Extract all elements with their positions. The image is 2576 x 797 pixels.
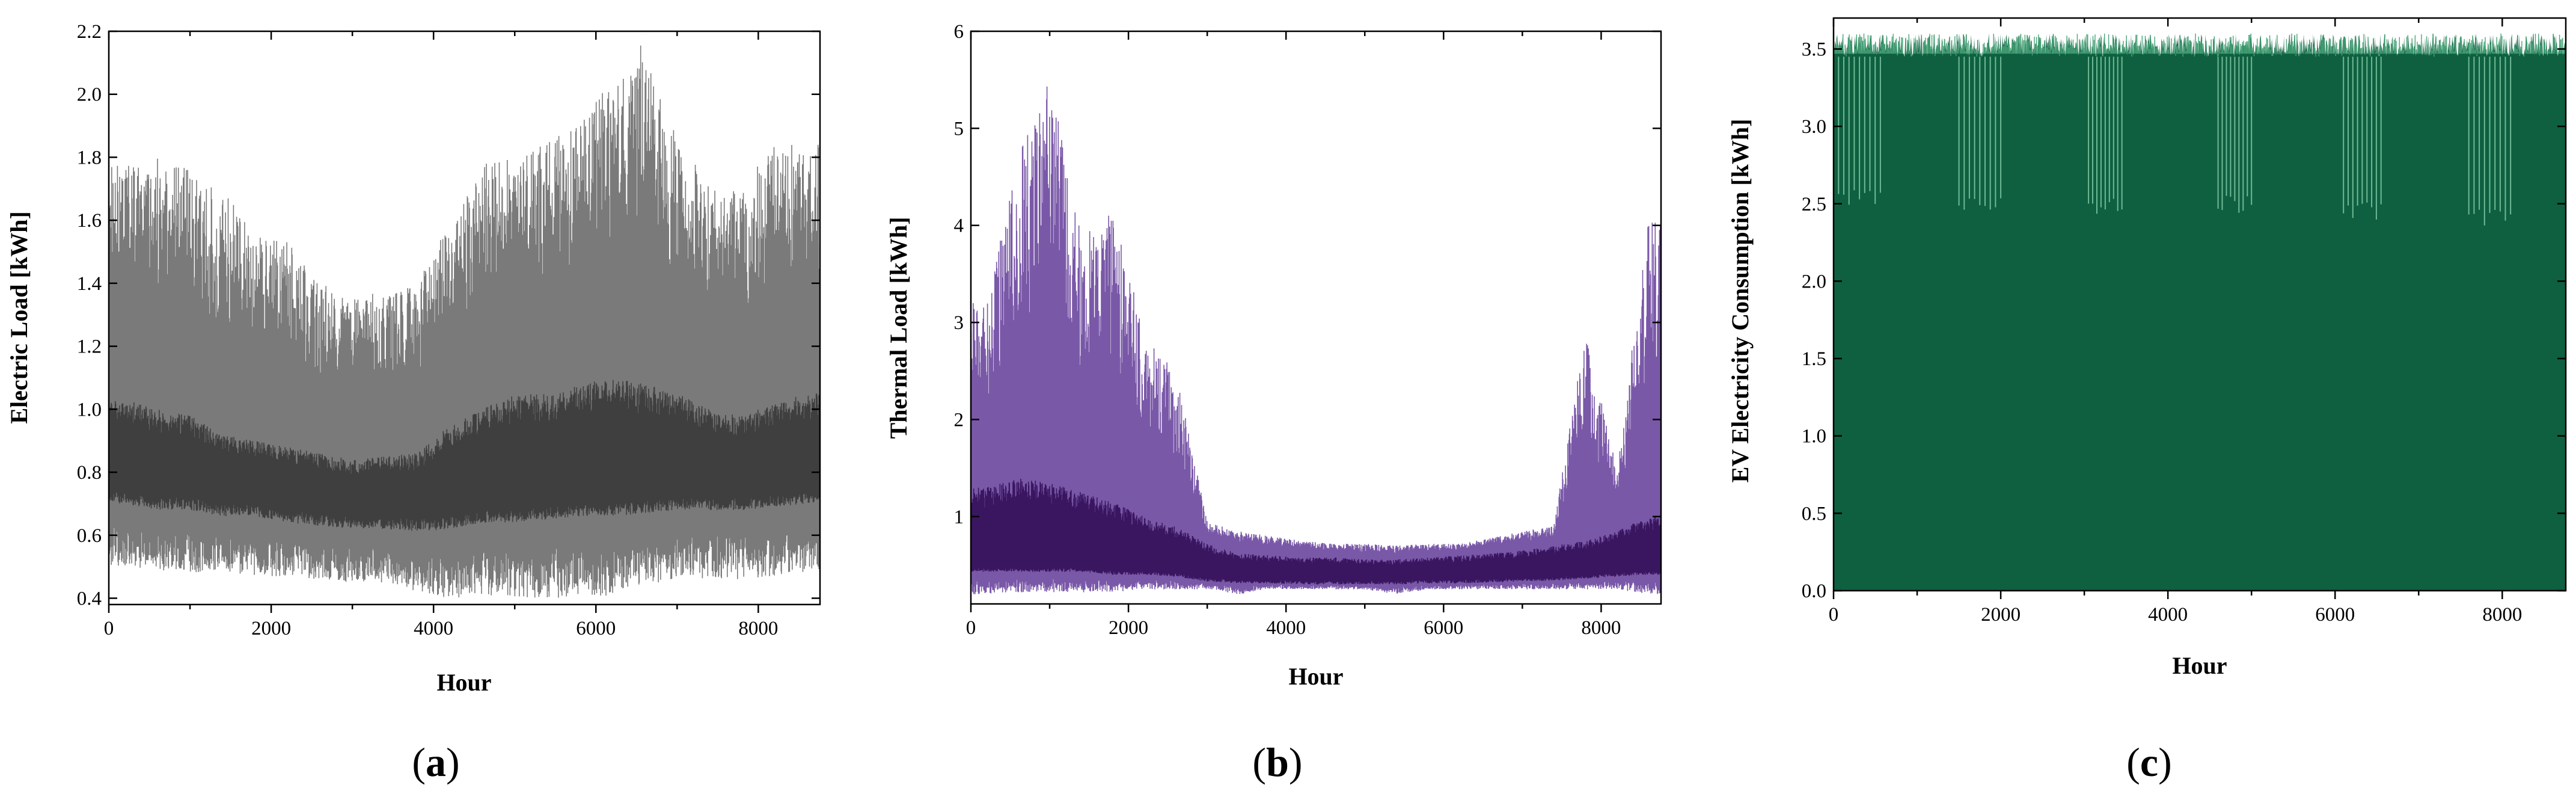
y-tick-label: 0.5 bbox=[1802, 503, 1826, 525]
x-tick-label: 2000 bbox=[1981, 604, 2021, 626]
ev-consumption-series bbox=[1834, 33, 2566, 591]
panel-label-a: (a) bbox=[412, 739, 459, 785]
panel-label-letter: b bbox=[1266, 739, 1289, 785]
plot-frame bbox=[970, 30, 1662, 605]
panel-label-close: ) bbox=[1289, 739, 1303, 785]
x-axis-title: Hour bbox=[2172, 652, 2227, 679]
y-tick-label: 2.0 bbox=[77, 84, 102, 106]
y-tick-label: 2.0 bbox=[1802, 271, 1826, 292]
panel-label-close: ) bbox=[2158, 739, 2172, 785]
panel-label-open: ( bbox=[2126, 739, 2140, 785]
plot-frame bbox=[108, 30, 821, 606]
y-axis-title: Thermal Load [kWh] bbox=[885, 217, 912, 439]
ev-consumption-fill bbox=[1834, 33, 2566, 591]
y-tick-label: 1.5 bbox=[1802, 348, 1826, 370]
y-axis-title: Electric Load [kWh] bbox=[5, 211, 32, 423]
y-tick-label: 0.6 bbox=[77, 525, 102, 547]
ev-low-consumption-period bbox=[2343, 57, 2382, 220]
chart-electric-load: 0.4 0.6 0.8 1.0 1.2 1.4 1.6 1.8 2.0 2.2 0 2000 4000… bbox=[5, 21, 821, 785]
y-tick-label: 0.0 bbox=[1802, 580, 1826, 602]
y-tick-label: 3.0 bbox=[1802, 116, 1826, 138]
panel-label-c: (c) bbox=[2126, 739, 2172, 785]
x-tick-label: 0 bbox=[104, 618, 114, 639]
x-tick-label: 8000 bbox=[2482, 604, 2522, 626]
y-tick-label: 5 bbox=[954, 118, 964, 140]
x-tick-label: 0 bbox=[966, 617, 976, 639]
panel-label-letter: a bbox=[426, 739, 446, 785]
panel-label-letter: c bbox=[2140, 739, 2158, 785]
x-axis-title: Hour bbox=[1288, 663, 1343, 690]
y-tick-label: 0.8 bbox=[77, 462, 102, 484]
ev-low-consumption-period bbox=[2468, 57, 2512, 226]
panel-label-b: (b) bbox=[1252, 739, 1302, 785]
ev-low-consumption-period bbox=[1838, 57, 1881, 205]
y-tick-label: 3 bbox=[954, 312, 964, 334]
ev-low-consumption-period bbox=[2088, 57, 2123, 214]
ev-consumption-top-jitter bbox=[1834, 33, 2566, 57]
y-axis-title: EV Electricity Consumption [kWh] bbox=[1727, 119, 1754, 483]
y-tick-label: 3.5 bbox=[1802, 38, 1826, 60]
x-axis-ticks: 0 2000 4000 6000 8000 bbox=[1829, 18, 2522, 626]
y-tick-label: 1.0 bbox=[1802, 426, 1826, 448]
y-tick-label: 2.2 bbox=[77, 21, 102, 43]
x-tick-label: 0 bbox=[1829, 604, 1839, 626]
panel-label-close: ) bbox=[446, 739, 460, 785]
x-tick-label: 2000 bbox=[1109, 617, 1148, 639]
y-axis-ticks: 0.4 0.6 0.8 1.0 1.2 1.4 1.6 1.8 2.0 2.2 bbox=[77, 21, 820, 610]
y-tick-label: 1.0 bbox=[77, 399, 102, 420]
y-tick-label: 0.4 bbox=[77, 588, 102, 610]
y-tick-label: 2 bbox=[954, 409, 964, 431]
x-axis-title: Hour bbox=[436, 669, 491, 696]
thermal-load-series bbox=[971, 72, 1661, 594]
x-axis-ticks: 0 2000 4000 6000 8000 bbox=[966, 31, 1621, 639]
chart-thermal-load: 1 2 3 4 5 6 0 2000 4000 6000 8000 Hour Thermal Lo… bbox=[885, 21, 1662, 785]
electric-load-series bbox=[109, 37, 820, 598]
plot-frame bbox=[1832, 17, 2567, 592]
y-tick-label: 6 bbox=[954, 21, 964, 43]
x-tick-label: 6000 bbox=[576, 618, 616, 639]
y-tick-label: 1.4 bbox=[77, 273, 102, 295]
x-tick-label: 4000 bbox=[2148, 604, 2188, 626]
y-tick-label: 4 bbox=[954, 215, 964, 237]
y-axis-ticks: 1 2 3 4 5 6 bbox=[954, 21, 1661, 528]
chart-ev-consumption: 0.0 0.5 1.0 1.5 2.0 2.5 3.0 3.5 0 2000 4000 6000 80… bbox=[1727, 17, 2567, 785]
y-tick-label: 1.8 bbox=[77, 147, 102, 168]
ev-low-consumption-period bbox=[1958, 57, 2002, 210]
x-tick-label: 4000 bbox=[414, 618, 453, 639]
ev-low-consumption-period bbox=[2217, 57, 2253, 213]
x-tick-label: 6000 bbox=[2315, 604, 2355, 626]
x-tick-label: 8000 bbox=[1581, 617, 1621, 639]
x-tick-label: 6000 bbox=[1424, 617, 1463, 639]
y-axis-ticks: 0.0 0.5 1.0 1.5 2.0 2.5 3.0 3.5 bbox=[1802, 38, 2566, 602]
panel-label-open: ( bbox=[412, 739, 426, 785]
x-tick-label: 8000 bbox=[738, 618, 778, 639]
x-tick-label: 4000 bbox=[1266, 617, 1306, 639]
panel-label-open: ( bbox=[1252, 739, 1266, 785]
x-tick-label: 2000 bbox=[251, 618, 291, 639]
y-tick-label: 1.2 bbox=[77, 336, 102, 358]
y-tick-label: 1.6 bbox=[77, 210, 102, 232]
x-axis-ticks: 0 2000 4000 6000 8000 bbox=[104, 31, 778, 639]
y-tick-label: 2.5 bbox=[1802, 194, 1826, 215]
y-tick-label: 1 bbox=[954, 506, 964, 528]
